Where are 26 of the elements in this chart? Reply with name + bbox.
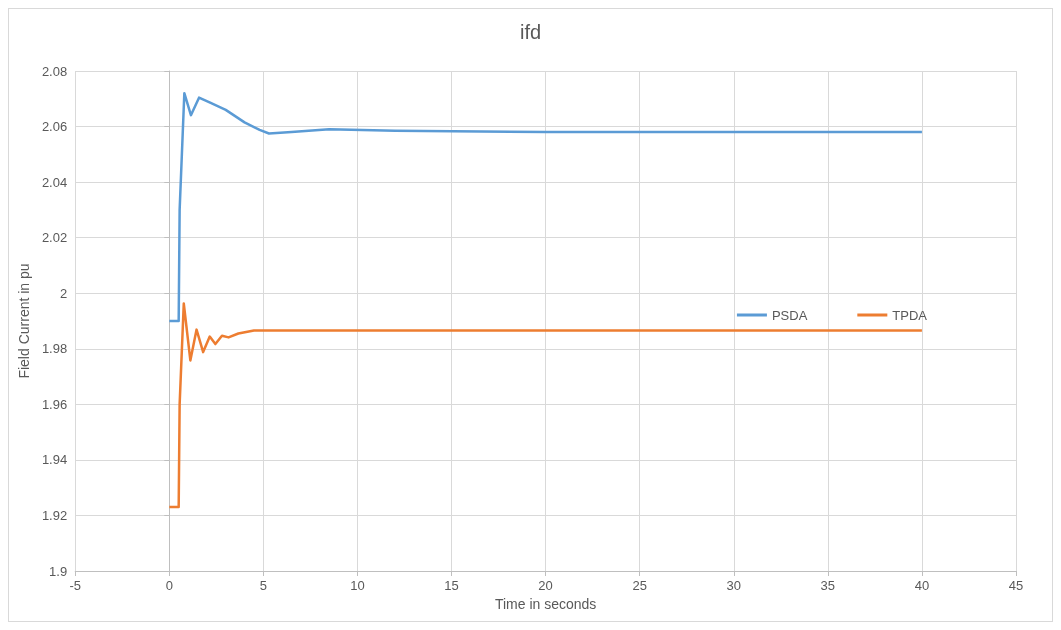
y-tick-label: 1.98 [41, 341, 68, 357]
x-tick-label: 10 [350, 578, 365, 593]
x-tick-label: 30 [726, 578, 741, 593]
x-tick-label: 0 [165, 578, 173, 593]
x-tick-label: -5 [69, 578, 81, 593]
y-tick-label: 1.9 [49, 563, 68, 579]
x-tick-label: 5 [259, 578, 267, 593]
y-axis-title: Field Current in pu [16, 263, 32, 379]
legend-label: PSDA [771, 307, 808, 323]
x-tick-label: 40 [914, 578, 930, 593]
x-tick-label: 15 [444, 578, 459, 593]
legend-label: TPDA [892, 307, 928, 323]
x-tick-label: 35 [820, 578, 836, 593]
chart-title: ifd [519, 21, 542, 43]
x-tick-label: 45 [1008, 578, 1024, 593]
x-axis-title: Time in seconds [494, 595, 597, 612]
x-tick-label: 20 [538, 578, 553, 593]
y-tick-label: 1.96 [41, 396, 68, 412]
y-tick-label: 2.08 [41, 63, 68, 79]
x-tick-label: 25 [632, 578, 647, 593]
y-tick-label: 1.94 [41, 452, 68, 468]
y-tick-label: 2.06 [41, 119, 68, 135]
y-tick-label: 2.02 [41, 230, 68, 246]
y-tick-label: 2.04 [41, 174, 68, 190]
y-tick-label: 2 [59, 285, 68, 301]
y-tick-label: 1.92 [41, 507, 68, 523]
